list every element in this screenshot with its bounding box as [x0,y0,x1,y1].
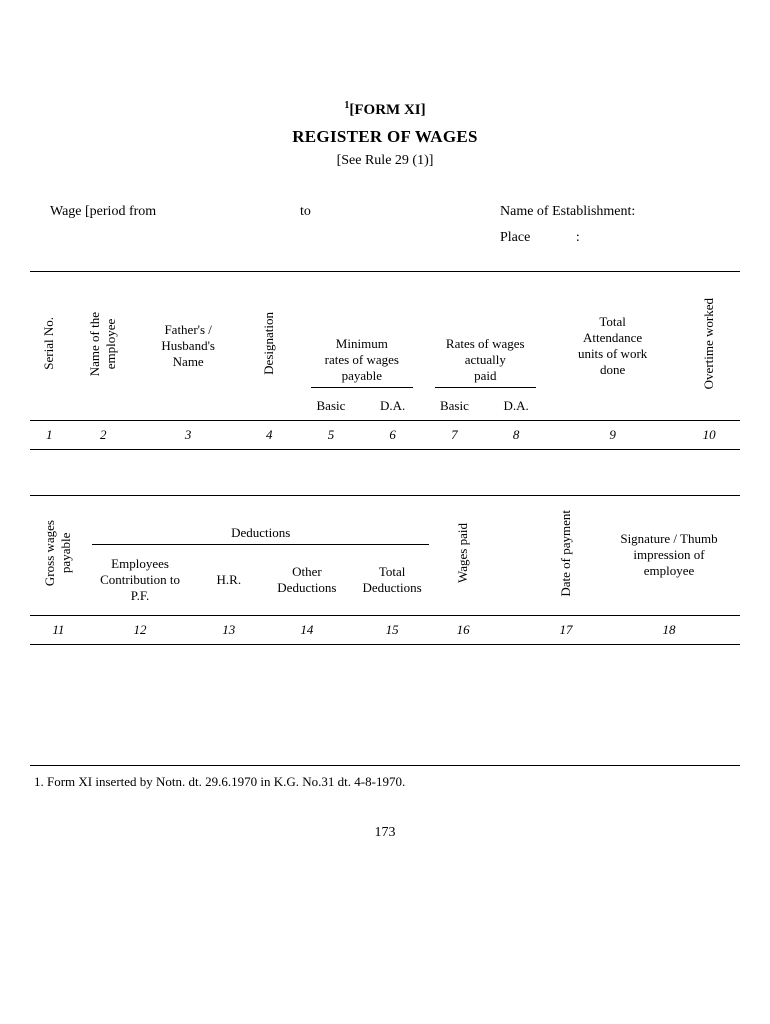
wages-table-1: Serial No. Name of the employee Father's… [30,271,740,450]
document-subtitle: [See Rule 29 (1)] [30,153,740,169]
colnum-3: 3 [138,420,238,449]
col-paid-basic: Basic [424,392,486,421]
colnum-13: 13 [193,615,264,644]
col-date-payment: Date of payment [558,504,574,603]
colnum-14: 14 [264,615,349,644]
colnum-1: 1 [30,420,69,449]
colnum-10: 10 [678,420,740,449]
colnum-11: 11 [30,615,87,644]
colnum-5: 5 [300,420,362,449]
col-deductions: Deductions [89,525,433,544]
colnum-12: 12 [87,615,194,644]
colnum-6: 6 [362,420,424,449]
col-signature: Signature / Thumb impression of employee [598,495,740,615]
footnote-text: 1. Form XI inserted by Notn. dt. 29.6.19… [30,774,740,790]
page-number: 173 [30,825,740,841]
col-hr: H.R. [193,545,264,615]
colnum-blank [491,615,534,644]
colnum-7: 7 [424,420,486,449]
col-rates-paid: Rates of wages actually paid [426,336,545,387]
colnum-15: 15 [349,615,434,644]
place-label: Place : [500,230,720,246]
col-overtime: Overtime worked [701,292,717,395]
col-attendance: Total Attendance units of work done [547,272,678,421]
document-header: 1[FORM XI] REGISTER OF WAGES [See Rule 2… [30,100,740,169]
colnum-9: 9 [547,420,678,449]
col-father: Father's / Husband's Name [138,272,238,421]
col-min-basic: Basic [300,392,362,421]
meta-row-1: Wage [period from to Name of Establishme… [30,204,740,220]
form-number: 1[FORM XI] [30,100,740,119]
col-min-rates: Minimum rates of wages payable [302,336,421,387]
wage-period-label: Wage [period from [50,204,300,220]
col-total-ded: Total Deductions [349,545,434,615]
meta-row-2: Place : [30,230,740,246]
document-title: REGISTER OF WAGES [30,127,740,147]
establishment-label: Name of Establishment: [500,204,720,220]
col-name-employee: Name of the employee [87,306,119,382]
col-pf: Employees Contribution to P.F. [87,545,194,615]
colnum-17: 17 [534,615,598,644]
colnum-16: 16 [435,615,492,644]
footnote-separator [30,765,740,766]
col-wages-paid: Wages paid [455,517,471,589]
colnum-4: 4 [238,420,300,449]
col-serial: Serial No. [41,311,57,376]
to-label: to [300,204,500,220]
col-paid-da: D.A. [485,392,547,421]
col-gross: Gross wages payable [42,514,74,592]
form-number-text: [FORM XI] [349,102,425,118]
colnum-2: 2 [69,420,138,449]
col-min-da: D.A. [362,392,424,421]
col-designation: Designation [261,306,277,381]
wages-table-2: Gross wages payable Deductions Wages pai… [30,495,740,645]
colnum-18: 18 [598,615,740,644]
col-other-ded: Other Deductions [264,545,349,615]
colnum-8: 8 [485,420,547,449]
